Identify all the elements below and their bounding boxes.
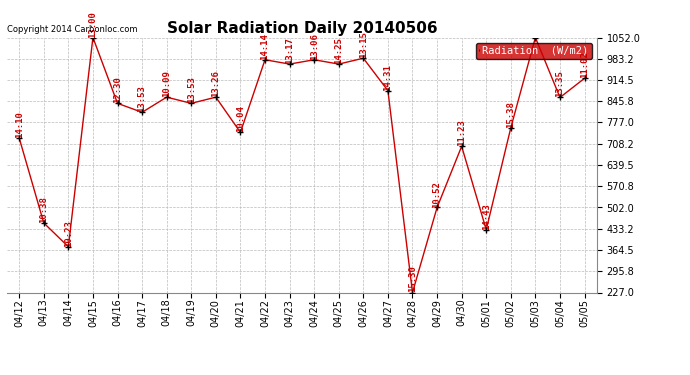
Text: 14:31: 14:31 <box>384 64 393 91</box>
Text: 13:53: 13:53 <box>137 86 146 112</box>
Text: 10:23: 10:23 <box>64 220 73 247</box>
Text: 10:52: 10:52 <box>433 181 442 207</box>
Legend: Radiation  (W/m2): Radiation (W/m2) <box>476 43 591 59</box>
Text: 15:30: 15:30 <box>408 266 417 292</box>
Text: 13:06: 13:06 <box>310 33 319 60</box>
Text: 13:15: 13:15 <box>359 32 368 58</box>
Text: 14:14: 14:14 <box>261 33 270 60</box>
Text: 14:10: 14:10 <box>14 111 23 138</box>
Text: Copyright 2014 Carbonloc.com: Copyright 2014 Carbonloc.com <box>7 25 137 34</box>
Text: 14:25: 14:25 <box>334 37 343 64</box>
Text: 15:38: 15:38 <box>506 101 515 128</box>
Title: Solar Radiation Daily 20140506: Solar Radiation Daily 20140506 <box>166 21 437 36</box>
Text: 10:09: 10:09 <box>162 70 171 97</box>
Text: 13:00: 13:00 <box>88 10 97 38</box>
Text: 10:04: 10:04 <box>236 105 245 132</box>
Text: 12:30: 12:30 <box>113 76 122 104</box>
Text: 13:35: 13:35 <box>555 70 564 98</box>
Text: 13:26: 13:26 <box>211 70 220 97</box>
Text: 10:38: 10:38 <box>39 196 48 223</box>
Text: 14:43: 14:43 <box>482 203 491 230</box>
Text: 11:02: 11:02 <box>580 51 589 78</box>
Text: 11:23: 11:23 <box>457 119 466 146</box>
Text: 13:17: 13:17 <box>285 37 294 64</box>
Text: 13:53: 13:53 <box>187 76 196 104</box>
